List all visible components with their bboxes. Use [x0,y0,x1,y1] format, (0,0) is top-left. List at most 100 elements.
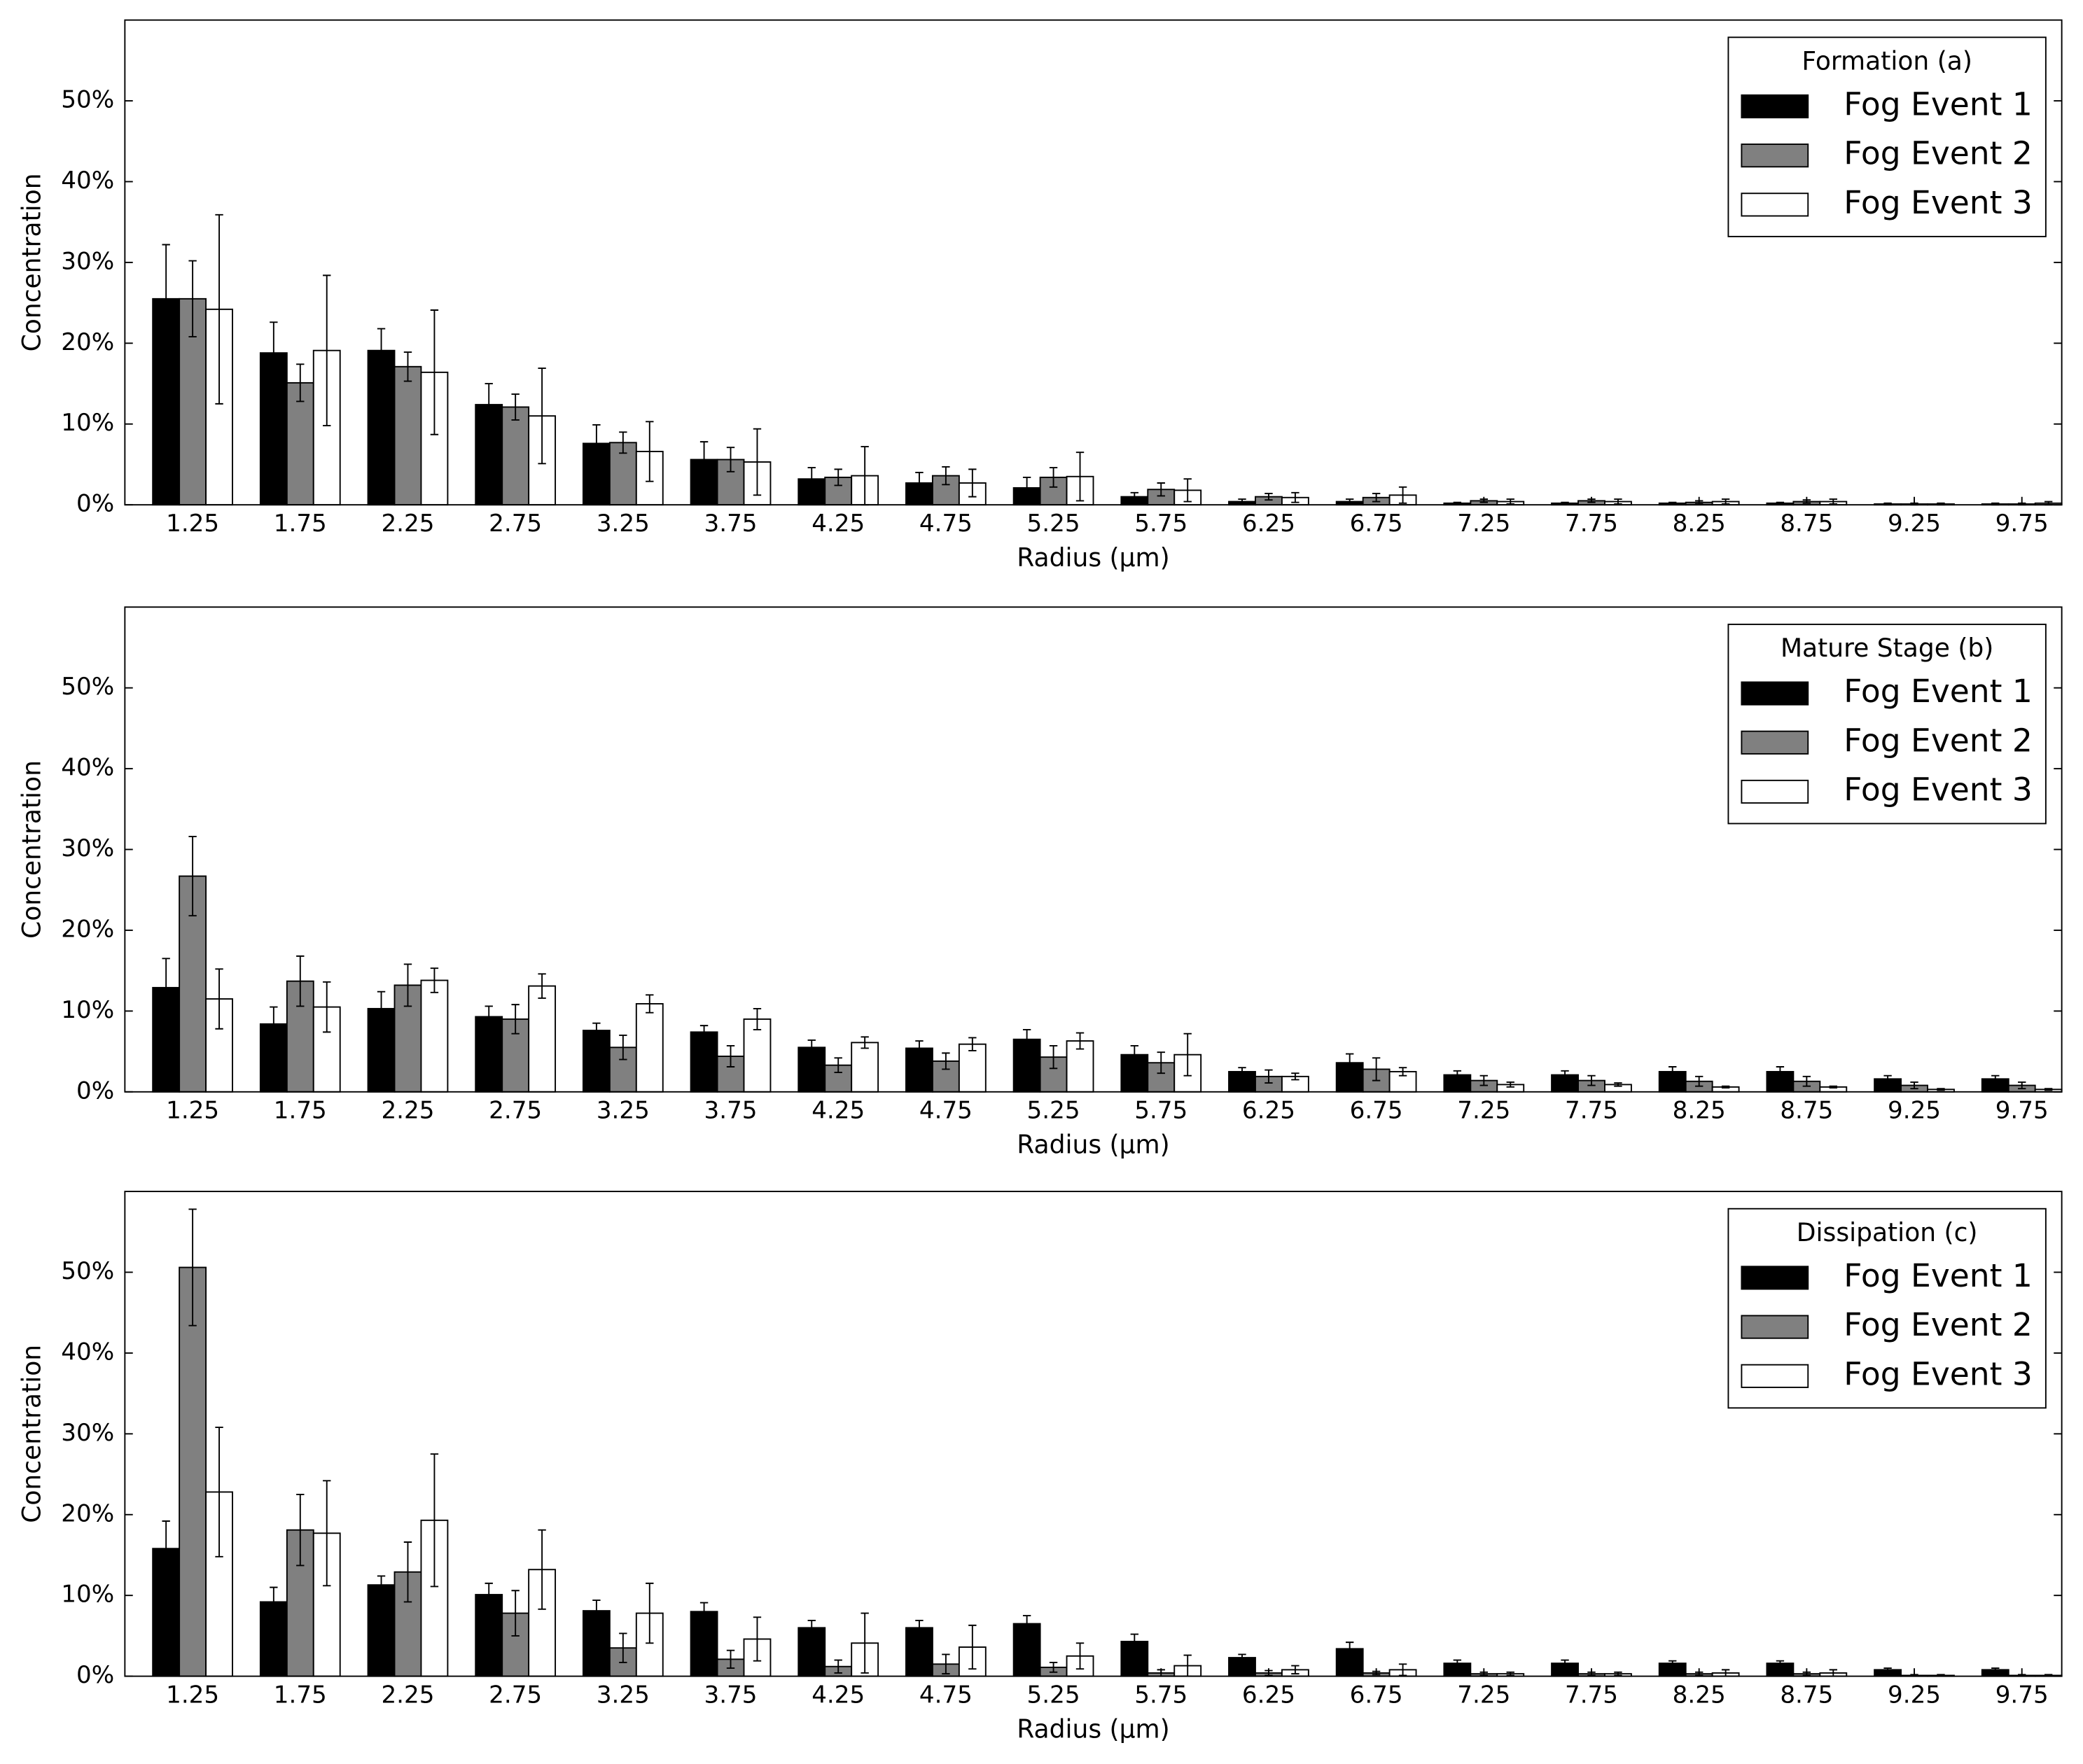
error-bar [188,836,197,917]
x-tick-label: 5.25 [1027,510,1080,538]
x-tick-label: 8.75 [1780,1681,1833,1709]
legend-swatch [1741,94,1809,119]
error-bar [323,274,331,426]
error-bar [1130,1633,1139,1650]
error-bar [915,472,924,494]
error-bar [1157,482,1165,497]
bar [312,1006,341,1093]
bar [905,1627,933,1677]
error-bar [1075,1642,1085,1670]
error-bar [726,447,735,472]
error-bar [430,309,439,435]
error-bar [1372,493,1381,503]
error-bar [1721,498,1730,505]
error-bar [834,1057,842,1074]
x-tick-label: 8.25 [1673,1681,1726,1709]
x-tick-label: 3.75 [704,510,758,538]
error-bar [834,1659,842,1674]
x-tick-label: 3.75 [704,1681,758,1709]
error-bar [1398,486,1407,504]
x-tick-label: 9.25 [1888,1097,1941,1125]
error-bar [162,1520,170,1577]
y-axis-label: Concentration [18,173,46,351]
x-tick-label: 9.75 [1995,510,2049,538]
error-bar [1587,498,1596,503]
error-bar [377,990,386,1027]
plot-frame [124,606,2063,1093]
error-bar [323,981,331,1033]
x-tick-label: 1.75 [274,1681,327,1709]
y-tick-label: 10% [61,1581,114,1609]
x-tick-label: 5.25 [1027,1681,1080,1709]
bar [690,1611,718,1677]
x-tick-label: 9.75 [1995,1681,2049,1709]
legend-label: Fog Event 3 [1844,771,2033,808]
x-axis-label: Radius (μm) [1017,544,1169,573]
error-bar [1479,498,1488,503]
error-bar [1022,476,1031,499]
x-tick-label: 8.75 [1780,510,1833,538]
bar [958,1043,987,1093]
error-bar [1776,1066,1785,1077]
error-bar [485,1582,493,1607]
error-bar [1049,1662,1058,1673]
x-tick-label: 1.75 [274,510,327,538]
x-tick-label: 2.25 [381,510,434,538]
error-bar [1669,501,1677,505]
bar [851,1042,879,1093]
bar [582,1030,611,1093]
error-bar [1291,1665,1300,1675]
legend-swatch [1741,681,1809,706]
error-bar [1265,1069,1273,1084]
x-tick-label: 3.75 [704,1097,758,1125]
error-bar [188,260,197,338]
error-bar [403,351,412,382]
error-bar [1022,1615,1031,1633]
error-bar [1453,501,1462,505]
error-bar [1291,491,1300,503]
y-tick-label: 40% [61,754,114,782]
error-bar [646,1582,654,1644]
legend-swatch [1741,1315,1809,1339]
bar [179,1266,207,1677]
error-bar [592,424,601,463]
error-bar [323,1480,331,1587]
x-tick-label: 7.25 [1457,510,1510,538]
error-bar [188,1208,197,1326]
x-tick-label: 6.25 [1242,1097,1295,1125]
y-tick-label: 10% [61,409,114,437]
bar [635,1003,664,1093]
error-bar [1238,1653,1246,1662]
error-bar [1776,501,1785,505]
error-bar [511,393,520,421]
legend-label: Fog Event 3 [1844,1355,2033,1392]
error-bar [646,421,654,482]
error-bar [430,967,439,993]
error-bar [807,1620,816,1636]
plot-frame [124,19,2063,506]
bar [420,979,449,1093]
x-tick-label: 2.75 [489,1097,542,1125]
error-bar [699,441,709,478]
error-bar [753,1007,762,1030]
x-tick-label: 9.75 [1995,1097,2049,1125]
error-bar [807,1039,816,1056]
error-bar [1991,1667,2000,1672]
x-tick-label: 5.75 [1134,510,1187,538]
error-bar [1183,478,1192,503]
y-tick-label: 0% [76,1661,114,1689]
error-bar [915,1620,924,1636]
error-bar [592,1022,601,1039]
error-bar [270,321,278,384]
error-bar [942,1653,950,1675]
error-bar [1694,1075,1704,1087]
error-bar [1721,1085,1730,1088]
error-bar [511,1590,520,1637]
error-bar [1372,1057,1381,1082]
error-bar [1802,1075,1811,1087]
error-bar [1506,1081,1514,1088]
x-tick-label: 2.75 [489,1681,542,1709]
x-axis-label: Radius (μm) [1017,1131,1169,1160]
error-bar [296,363,305,402]
y-tick-label: 50% [61,1257,114,1285]
